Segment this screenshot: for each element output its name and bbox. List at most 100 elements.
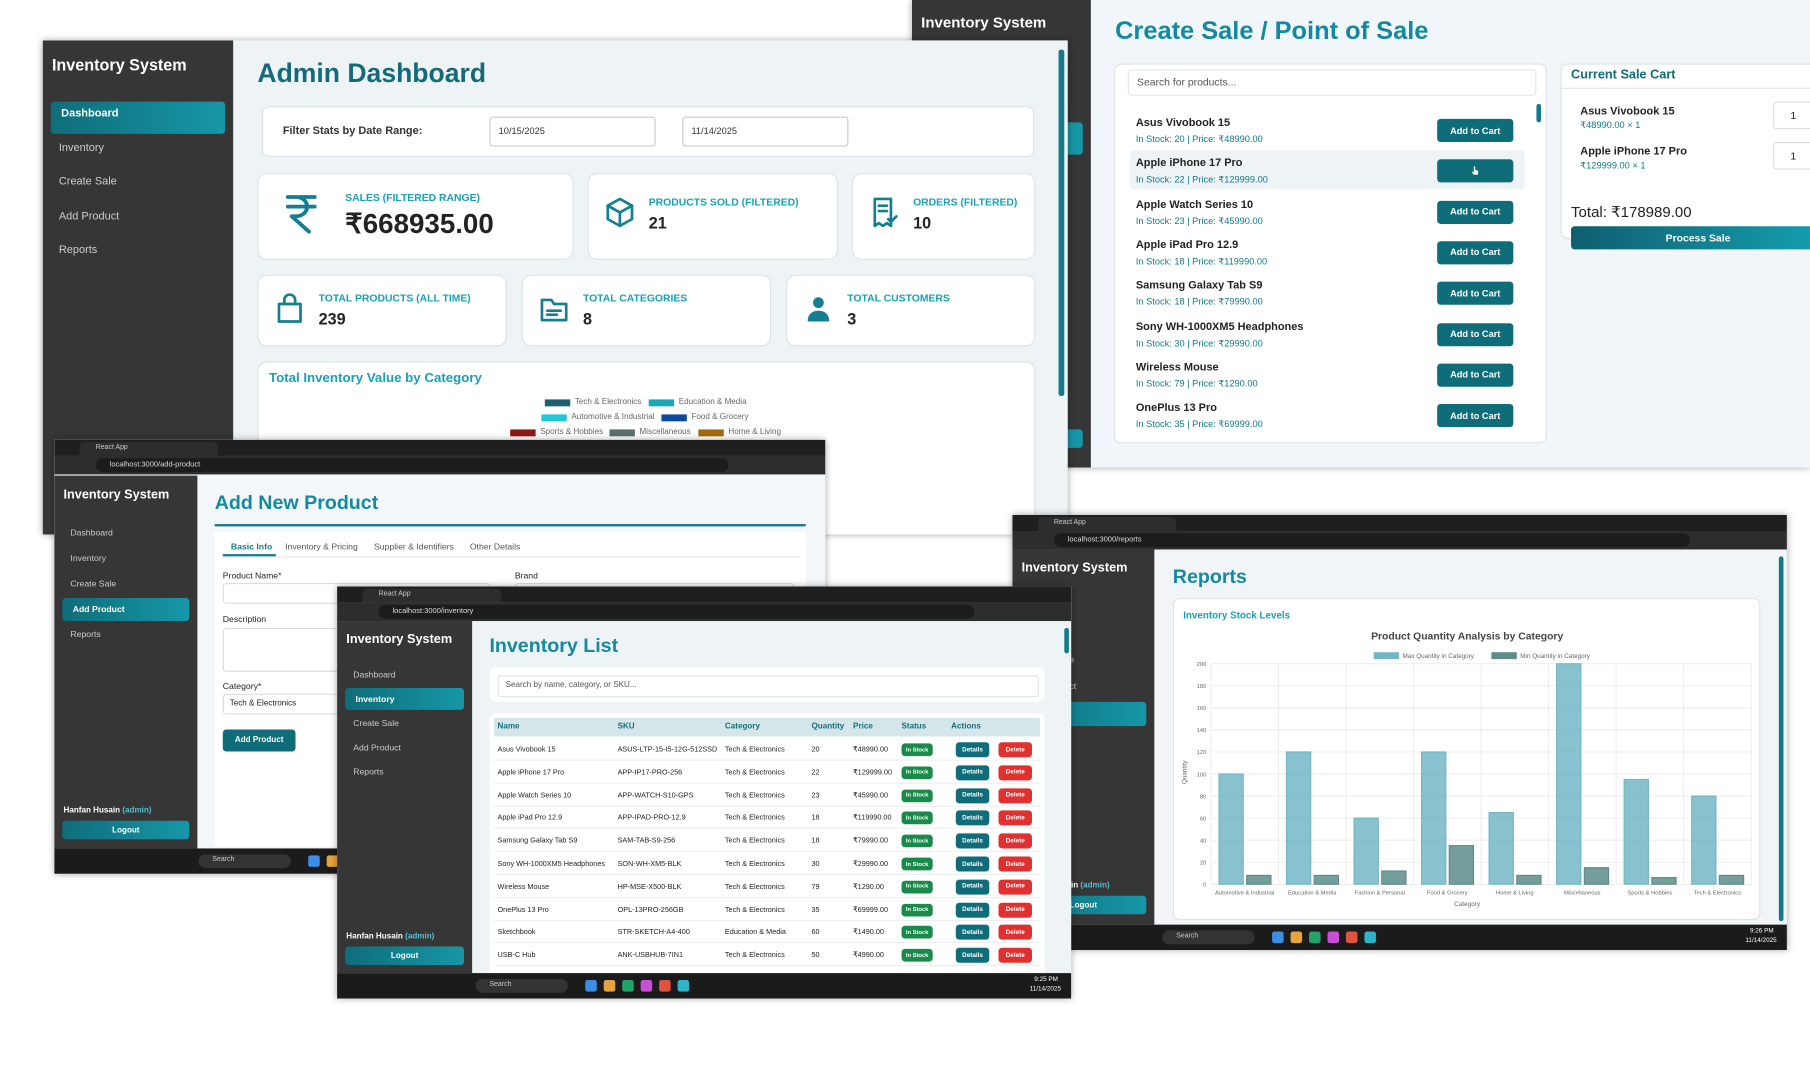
nav-item[interactable]: Inventory: [355, 693, 395, 705]
details-button[interactable]: Details: [955, 810, 990, 826]
taskbar-app[interactable]: [640, 980, 653, 992]
browser-tab[interactable]: React App: [1037, 517, 1177, 531]
taskbar-app[interactable]: [1364, 931, 1376, 944]
taskbar-search[interactable]: Search: [475, 978, 568, 993]
delete-button[interactable]: Delete: [998, 742, 1032, 758]
delete-button[interactable]: Delete: [998, 765, 1032, 781]
taskbar-app[interactable]: [603, 980, 616, 992]
taskbar-app[interactable]: [1345, 931, 1358, 944]
nav-item[interactable]: Create Sale: [353, 717, 399, 729]
details-button[interactable]: Details: [955, 879, 990, 895]
nav-item[interactable]: Dashboard: [70, 527, 113, 538]
delete-button[interactable]: Delete: [998, 810, 1032, 826]
taskbar-search[interactable]: Search: [198, 854, 291, 869]
product-name: Asus Vivobook 15: [1135, 116, 1231, 130]
stat-card: [786, 274, 1036, 347]
browser-tab[interactable]: React App: [362, 588, 501, 603]
table-cell: ₹4990.00: [853, 951, 884, 960]
add-to-cart-button[interactable]: Add to Cart: [1437, 118, 1514, 142]
form-tab[interactable]: Other Details: [469, 541, 521, 552]
logout-button[interactable]: Logout: [62, 820, 190, 840]
stat-label: PRODUCTS SOLD (FILTERED): [648, 196, 799, 208]
add-to-cart-button[interactable]: Add to Cart: [1437, 281, 1514, 305]
column-header: Category: [724, 722, 760, 731]
taskbar-app[interactable]: [677, 980, 690, 992]
details-button[interactable]: Details: [955, 787, 990, 803]
bar: [1420, 751, 1447, 885]
nav-item[interactable]: Dashboard: [61, 107, 119, 121]
delete-button[interactable]: Delete: [998, 833, 1032, 849]
taskbar-app[interactable]: [308, 855, 320, 867]
add-to-cart-button[interactable]: [1437, 159, 1514, 183]
form-tab[interactable]: Basic Info: [230, 541, 273, 552]
taskbar-app[interactable]: [1290, 931, 1303, 944]
delete-button[interactable]: Delete: [998, 879, 1032, 895]
nav-item[interactable]: Create Sale: [70, 578, 117, 589]
delete-button[interactable]: Delete: [998, 787, 1032, 803]
add-to-cart-button[interactable]: Add to Cart: [1437, 363, 1514, 387]
y-tick-label: 200: [1197, 662, 1207, 668]
details-button[interactable]: Details: [955, 765, 990, 781]
logout-button[interactable]: Logout: [345, 946, 465, 966]
table-cell: Apple Watch Series 10: [497, 791, 572, 800]
nav-item[interactable]: Add Product: [353, 742, 401, 753]
details-button[interactable]: Details: [955, 742, 990, 758]
taskbar-search[interactable]: Search: [1162, 930, 1255, 945]
y-tick-label: 120: [1197, 750, 1207, 756]
add-to-cart-button[interactable]: Add to Cart: [1437, 200, 1514, 224]
table-cell: ₹119990.00: [853, 814, 892, 823]
stat-value: 21: [648, 213, 667, 233]
details-button[interactable]: Details: [955, 833, 990, 849]
nav-item[interactable]: Reports: [353, 766, 384, 777]
process-sale-button[interactable]: Process Sale: [1571, 226, 1810, 250]
taskbar-app[interactable]: [622, 980, 634, 992]
date-input[interactable]: 10/15/2025: [489, 116, 656, 147]
nav-item[interactable]: Reports: [70, 629, 101, 640]
nav-item[interactable]: Inventory: [58, 141, 104, 155]
details-button[interactable]: Details: [955, 947, 990, 963]
qty-input[interactable]: 1: [1773, 101, 1810, 130]
qty-input[interactable]: 1: [1773, 141, 1810, 170]
details-button[interactable]: Details: [955, 856, 990, 872]
nav-item[interactable]: Reports: [58, 243, 98, 257]
table-cell: STR-SKETCH-A4-400: [617, 928, 690, 937]
nav-item[interactable]: Add Product: [58, 209, 120, 223]
details-button[interactable]: Details: [955, 925, 990, 941]
delete-button[interactable]: Delete: [998, 925, 1032, 941]
taskbar-app[interactable]: [659, 980, 671, 992]
taskbar-app[interactable]: [585, 980, 597, 992]
address-bar[interactable]: localhost:3000/reports: [1053, 533, 1690, 548]
form-tab[interactable]: Supplier & Identifiers: [374, 541, 454, 552]
table-cell: 18: [811, 814, 820, 823]
nav-item[interactable]: Add Product: [72, 603, 125, 615]
form-tab[interactable]: Inventory & Pricing: [285, 541, 358, 552]
add-product-button[interactable]: Add Product: [222, 729, 296, 752]
address-bar[interactable]: localhost:3000/add-product: [95, 458, 729, 473]
delete-button[interactable]: Delete: [998, 902, 1032, 918]
row-divider: [494, 759, 1041, 761]
taskbar-app[interactable]: [326, 855, 339, 867]
stat-label: SALES (FILTERED RANGE): [345, 191, 481, 204]
details-button[interactable]: Details: [955, 902, 990, 918]
add-to-cart-button[interactable]: Add to Cart: [1437, 404, 1514, 428]
browser-tab[interactable]: React App: [79, 442, 219, 456]
y-tick-label: 60: [1200, 816, 1206, 822]
taskbar-app[interactable]: [1272, 931, 1284, 944]
delete-button[interactable]: Delete: [998, 947, 1032, 963]
nav-item[interactable]: Dashboard: [353, 669, 396, 680]
add-to-cart-button[interactable]: Add to Cart: [1437, 322, 1514, 346]
nav-item[interactable]: Inventory: [70, 552, 107, 564]
column-header: Name: [497, 722, 520, 731]
url: localhost:3000/reports: [1067, 535, 1142, 544]
nav-item[interactable]: Create Sale: [58, 175, 117, 189]
taskbar-app[interactable]: [1327, 931, 1340, 944]
address-bar[interactable]: localhost:3000/inventory: [378, 604, 975, 619]
taskbar-app[interactable]: [1309, 931, 1321, 944]
date-input[interactable]: 11/14/2025: [682, 116, 849, 147]
search-input[interactable]: Search by name, category, or SKU...: [497, 675, 1039, 698]
delete-button[interactable]: Delete: [998, 856, 1032, 872]
y-tick-label: 80: [1200, 794, 1206, 800]
add-to-cart-button[interactable]: Add to Cart: [1437, 241, 1514, 265]
stat-label: TOTAL CATEGORIES: [582, 292, 688, 304]
product-search[interactable]: Search for products...: [1127, 69, 1537, 96]
